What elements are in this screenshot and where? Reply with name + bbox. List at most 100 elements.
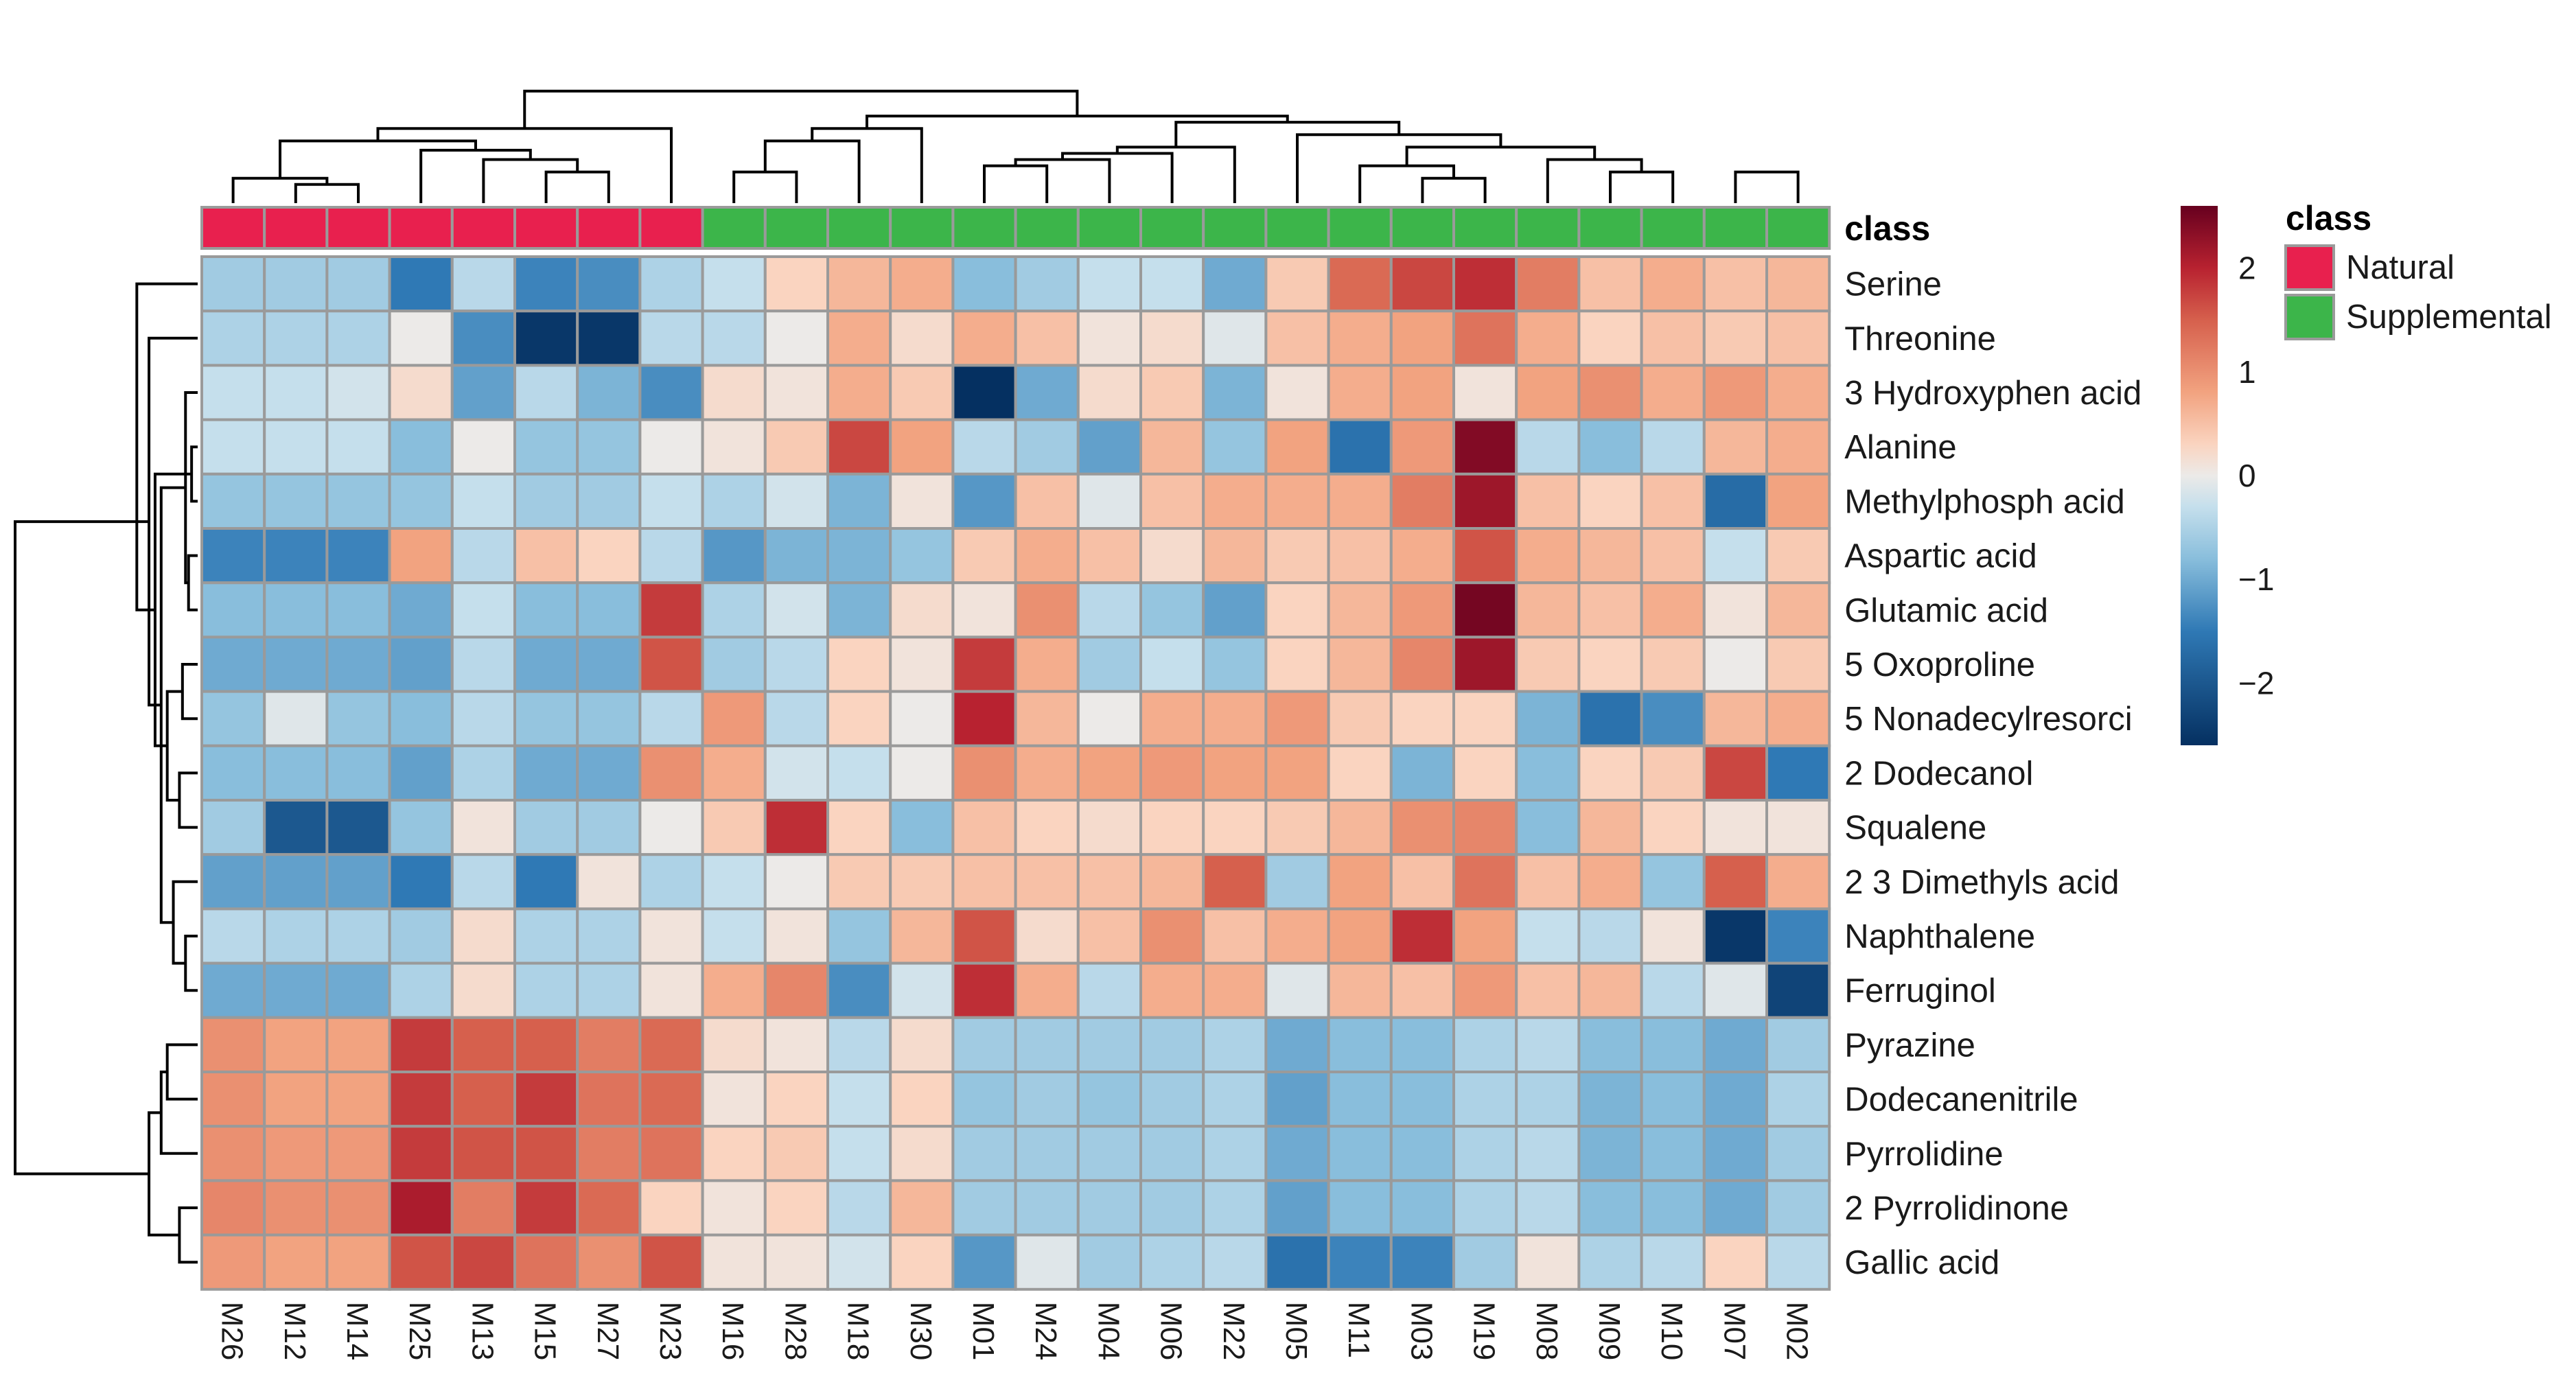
heatmap-cell — [1640, 1179, 1706, 1237]
column-label: M26 — [216, 1302, 249, 1361]
heatmap-cell — [1765, 1071, 1831, 1128]
heatmap-cell — [1389, 310, 1456, 367]
class-cell-M25 — [388, 206, 454, 250]
row-label: Threonine — [1844, 320, 1996, 358]
heatmap-cell — [1076, 1071, 1143, 1128]
heatmap-cell — [1327, 907, 1393, 965]
heatmap-cell — [1515, 255, 1581, 313]
class-cell-M18 — [826, 206, 892, 250]
heatmap-cell — [889, 1071, 955, 1128]
heatmap-cell — [1076, 581, 1143, 639]
heatmap-cell — [1389, 635, 1456, 693]
heatmap-cell — [1076, 799, 1143, 856]
heatmap-cell — [826, 1233, 892, 1291]
heatmap-cell — [1577, 799, 1643, 856]
row-dendrogram-link — [148, 336, 198, 707]
heatmap-cell — [1076, 418, 1143, 476]
column-dendrogram-link — [1061, 152, 1174, 203]
heatmap-cell — [1264, 1071, 1330, 1128]
heatmap-cell — [1139, 255, 1205, 313]
column-dendrogram-link — [1609, 170, 1675, 203]
heatmap-cell — [1014, 1233, 1080, 1291]
heatmap-cell — [826, 744, 892, 802]
column-label: M22 — [1217, 1302, 1251, 1361]
heatmap-cell — [951, 1071, 1017, 1128]
heatmap-cell — [200, 472, 266, 530]
heatmap-cell — [701, 527, 767, 585]
heatmap-cell — [576, 690, 642, 747]
heatmap-cell — [576, 255, 642, 313]
heatmap-cell — [325, 1016, 391, 1074]
heatmap-cell — [1202, 1016, 1268, 1074]
class-cell-M13 — [450, 206, 516, 250]
heatmap-cell — [951, 418, 1017, 476]
row-dendrogram-link — [14, 520, 150, 1176]
heatmap-cell — [1389, 1016, 1456, 1074]
heatmap-cell — [1076, 255, 1143, 313]
heatmap-cell — [701, 1071, 767, 1128]
heatmap-cell — [513, 255, 579, 313]
heatmap-cell — [325, 581, 391, 639]
row-label: 5 Nonadecylresorci — [1844, 701, 2132, 738]
heatmap-cell — [1515, 527, 1581, 585]
heatmap-cell — [951, 961, 1017, 1019]
heatmap-cell — [763, 853, 830, 911]
color-scale-tick-label: 2 — [2238, 250, 2256, 286]
heatmap-cell — [450, 310, 516, 367]
heatmap-cell — [388, 799, 454, 856]
heatmap-cell — [263, 1071, 329, 1128]
heatmap-cell — [1702, 907, 1769, 965]
heatmap-cell — [1765, 1179, 1831, 1237]
heatmap-cell — [701, 255, 767, 313]
heatmap-cell — [638, 690, 704, 747]
heatmap-cell — [826, 853, 892, 911]
heatmap-cell — [388, 472, 454, 530]
heatmap-cell — [826, 255, 892, 313]
class-cell-M03 — [1389, 206, 1456, 250]
heatmap-cell — [1452, 744, 1518, 802]
heatmap-cell — [388, 255, 454, 313]
heatmap-cell — [701, 581, 767, 639]
heatmap-cell — [1765, 799, 1831, 856]
heatmap-cell — [1264, 581, 1330, 639]
heatmap-cell — [576, 961, 642, 1019]
heatmap-cell — [388, 364, 454, 421]
heatmap-cell — [951, 581, 1017, 639]
heatmap-cell — [701, 1125, 767, 1182]
heatmap-cell — [1389, 690, 1456, 747]
heatmap-cell — [576, 635, 642, 693]
heatmap-cell — [638, 581, 704, 639]
row-label: 3 Hydroxyphen acid — [1844, 375, 2142, 412]
heatmap-cell — [1515, 690, 1581, 747]
heatmap-cell — [200, 1016, 266, 1074]
column-label: M16 — [716, 1302, 750, 1361]
heatmap-cell — [1640, 364, 1706, 421]
heatmap-cell — [1327, 853, 1393, 911]
heatmap-cell — [513, 418, 579, 476]
heatmap-cell — [1264, 1179, 1330, 1237]
heatmap-cell — [263, 418, 329, 476]
heatmap-cell — [951, 255, 1017, 313]
heatmap-cell — [576, 1071, 642, 1128]
heatmap-cell — [889, 690, 955, 747]
heatmap-cell — [263, 472, 329, 530]
heatmap-cell — [576, 1233, 642, 1291]
heatmap-cell — [889, 853, 955, 911]
heatmap-cell — [1014, 690, 1080, 747]
heatmap-cell — [1640, 1071, 1706, 1128]
heatmap-cell — [1076, 1233, 1143, 1291]
heatmap-cell — [638, 1071, 704, 1128]
heatmap-cell — [513, 310, 579, 367]
heatmap-cell — [325, 1233, 391, 1291]
color-scale-tick-label: −2 — [2238, 665, 2274, 701]
color-scale-tick-label: −1 — [2238, 561, 2274, 597]
heatmap-cell — [388, 1179, 454, 1237]
heatmap-cell — [1452, 472, 1518, 530]
heatmap-cell — [1452, 581, 1518, 639]
heatmap-cell — [388, 1016, 454, 1074]
heatmap-cell — [576, 853, 642, 911]
heatmap-cell — [826, 1016, 892, 1074]
heatmap-cell — [450, 853, 516, 911]
heatmap-cell — [1702, 472, 1769, 530]
heatmap-cell — [325, 690, 391, 747]
